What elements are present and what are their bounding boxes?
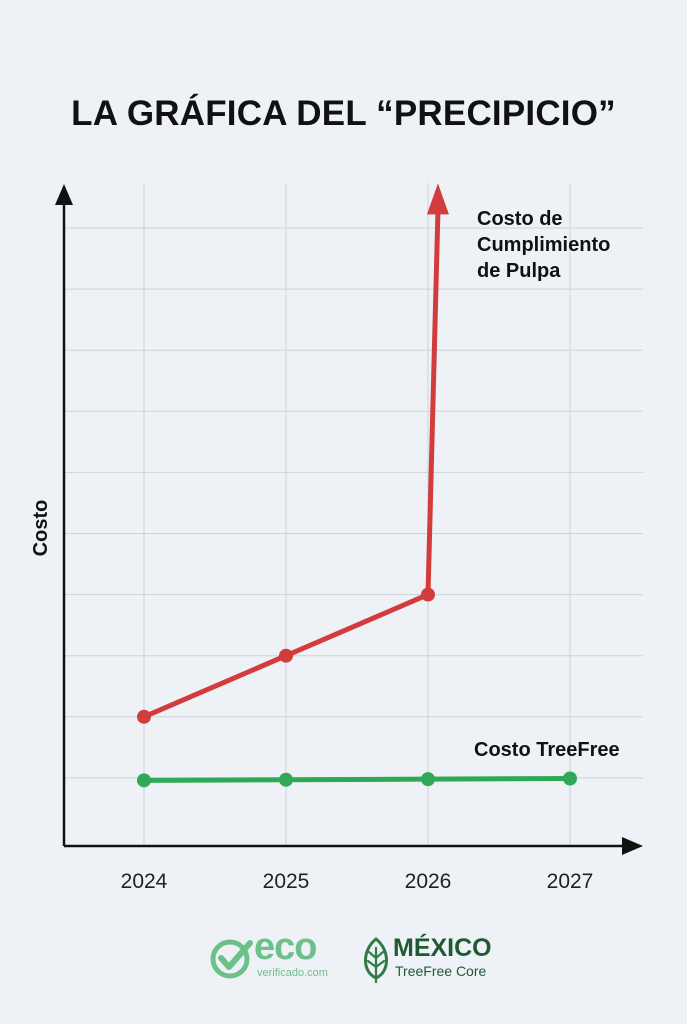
data-point (137, 773, 151, 788)
data-point (421, 587, 435, 602)
chart-title: LA GRÁFICA DEL “PRECIPICIO” (71, 94, 616, 133)
y-axis-label: Costo (30, 500, 52, 557)
series-label-pulpa: Cumplimiento (477, 234, 610, 256)
series-line (143, 211, 441, 720)
mexico-logo-sub: TreeFree Core (395, 963, 487, 979)
series-treefree (137, 771, 577, 788)
series-line (143, 776, 571, 783)
spike-arrow-icon (426, 183, 449, 215)
x-axis-arrow-icon (622, 837, 643, 855)
series-label-treefree: Costo TreeFree (474, 739, 620, 761)
y-axis-arrow-icon (55, 184, 73, 205)
x-tick-label: 2026 (405, 870, 452, 893)
series-label-pulpa: de Pulpa (477, 260, 561, 282)
data-point (137, 709, 151, 724)
eco-logo-sub: verificado.com (257, 967, 328, 979)
mexico-logo-word: MÉXICO (393, 934, 492, 962)
series-pulpa (137, 183, 449, 724)
eco-logo-word: eco (254, 926, 317, 968)
leaf-icon (364, 937, 388, 984)
chart: 2024 2025 2026 2027 Costo Costo de Cumplimient… (30, 183, 643, 893)
data-point (279, 648, 293, 663)
data-point (421, 772, 435, 787)
x-tick-label: 2025 (263, 870, 310, 893)
data-point (279, 772, 293, 787)
data-point (563, 771, 577, 786)
x-tick-label: 2024 (121, 870, 168, 893)
x-tick-label: 2027 (547, 870, 594, 893)
series-label-pulpa: Costo de (477, 208, 563, 230)
